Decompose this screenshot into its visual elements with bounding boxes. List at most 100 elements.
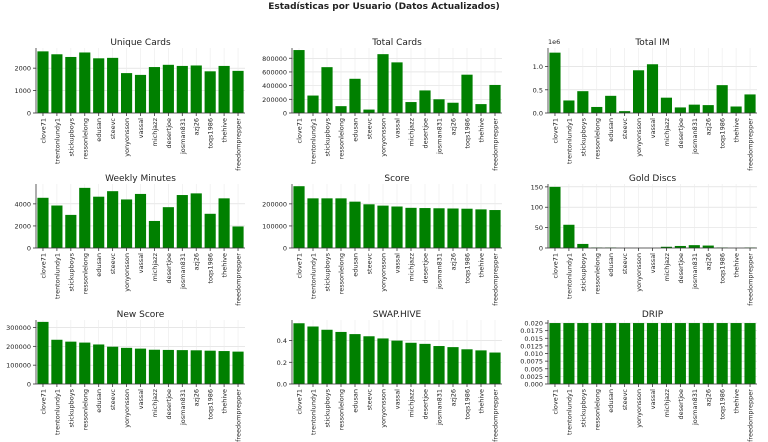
chart-title: Weekly Minutes [105,174,176,184]
x-tick-label: yonyonsson [635,389,643,428]
bar [632,70,645,113]
bar [377,205,389,248]
bar [107,57,119,113]
x-tick-label: freedomprepper [235,118,243,171]
bar [321,198,333,248]
x-tick-label: trentonlundy1 [565,118,573,164]
y-tick-label: 0 [27,110,31,118]
bar [605,95,617,113]
x-tick-label: steevc [366,389,374,411]
x-tick-label: yonyonsson [123,253,131,292]
bar [307,326,319,384]
y-tick-label: 200000 [6,343,31,351]
bar [218,65,230,113]
x-tick-label: josman831 [179,389,187,426]
chart-title: SWAP.HIVE [373,310,422,320]
y-tick-label: 800000 [262,55,287,63]
bar [190,65,202,113]
x-tick-label: desertjoe [422,253,430,284]
x-tick-label: edusan [95,389,103,413]
bar [190,350,202,384]
x-tick-label: trentonlundy1 [53,253,61,299]
bar [148,220,161,248]
x-tick-label: thehive [478,389,486,413]
bar [148,67,161,113]
bar [660,97,673,113]
chart-unique-cards: 0 1000 2000 clove71 trentonlundy1 stickupboys… [14,38,245,171]
x-tick-label: stickupboys [67,252,75,291]
x-tick-label: toqs1986 [719,253,727,284]
bar [433,346,445,384]
bar [176,65,188,113]
x-tick-label: michjazz [151,252,159,281]
bar [307,198,319,248]
bar [475,350,487,384]
chart-drip: 0.0000.00250.0050.00750.0100.01250.0150.… [520,310,757,442]
x-tick-label: edusan [352,118,360,142]
x-tick-label: toqs1986 [719,389,727,420]
bar [632,323,645,384]
bar [702,323,714,384]
y-tick-label: 0.010 [524,350,543,358]
bar [674,323,686,384]
chart-title: Score [384,174,410,184]
x-tick-label: desertjoe [422,118,430,149]
y-tick-label: 0.0175 [520,327,543,335]
bar [660,246,673,248]
y-tick-label: 0.4 [277,337,287,345]
chart-title: Total IM [634,38,669,48]
x-tick-label: michjazz [663,252,671,281]
x-tick-label: vassal [649,253,657,274]
bar [218,198,230,248]
bar [577,91,589,113]
bar [730,323,742,384]
y-tick-label: 0.5 [533,86,543,94]
bar [489,84,501,113]
chart-title: Unique Cards [110,38,171,48]
bar [335,198,347,248]
bar [688,104,700,113]
bar [363,204,375,248]
x-tick-label: yonyonsson [380,118,388,157]
bar [134,193,147,248]
x-tick-label: clove71 [39,118,47,143]
x-tick-label: toqs1986 [207,253,215,284]
bar [377,338,389,384]
bar [702,245,714,248]
x-tick-label: steevc [366,253,374,275]
y-tick-label: 0 [283,110,287,118]
bar [321,329,333,384]
chart-score: 0 100000 200000 clove71 trentonlundy1 stickup… [262,174,502,306]
x-tick-label: yonyonsson [635,253,643,292]
x-tick-label: trentonlundy1 [53,389,61,435]
x-tick-label: azj26 [193,118,201,135]
chart-title: DRIP [642,310,664,320]
x-tick-label: michjazz [408,117,416,146]
chart-total-cards: 0 200000 400000 600000 800000 clove71 trentonl… [262,38,502,171]
y-tick-label: 100 [531,204,543,212]
bar [433,208,445,248]
y-tick-label: 0.005 [524,365,543,373]
x-tick-label: azj26 [705,389,713,406]
x-tick-label: josman831 [179,253,187,290]
bar [363,109,375,113]
bar [232,70,244,113]
x-tick-label: edusan [95,253,103,277]
bar [419,90,431,113]
y-tick-label: 0.0 [277,381,287,389]
bar [65,341,77,384]
bar [419,343,431,384]
bar [51,205,63,248]
bar [349,201,361,248]
x-tick-label: freedomprepper [492,389,500,442]
chart-title: Gold Discs [629,174,677,184]
bar [37,321,49,384]
bar [65,56,77,113]
y-tick-label: 0.0025 [520,373,543,381]
bar [688,323,700,384]
x-tick-label: azj26 [193,389,201,406]
bar [162,349,174,384]
bar [107,191,119,248]
bar [674,107,686,113]
